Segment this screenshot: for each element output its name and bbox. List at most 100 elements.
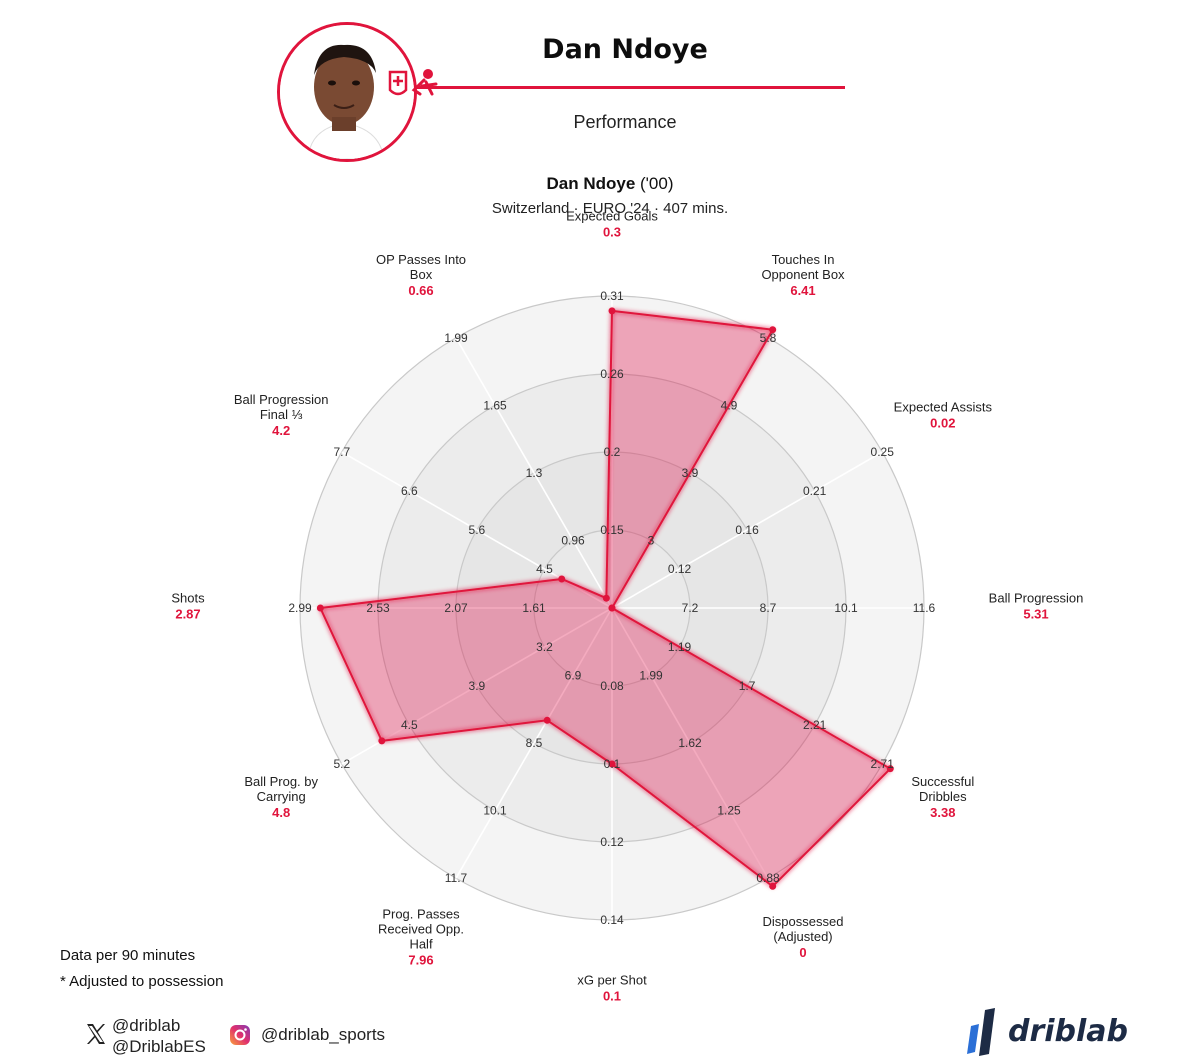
axis-label: Ball Progression	[989, 591, 1084, 606]
tick-label: 1.7	[739, 679, 756, 693]
axis-label: Shots	[171, 591, 205, 606]
driblab-logo-text: driblab	[1008, 1014, 1129, 1049]
axis-value: 0.1	[603, 989, 621, 1004]
axis-value: 3.38	[930, 805, 955, 820]
tick-label: 6.6	[401, 484, 418, 498]
header-divider	[417, 86, 845, 89]
axis-value: 0.66	[408, 283, 433, 298]
driblab-logo-icon	[967, 1008, 995, 1056]
axis-label: Prog. Passes	[382, 906, 460, 921]
tick-label: 1.19	[668, 640, 692, 654]
tick-label: 7.7	[333, 445, 350, 459]
radar-spoke	[611, 451, 883, 609]
axis-value: 4.2	[272, 423, 290, 438]
tick-label: 5.8	[760, 331, 777, 345]
instagram-icon[interactable]	[229, 1024, 251, 1046]
chart-title: Dan Ndoye ('00)	[380, 174, 840, 194]
tick-label: 0.12	[668, 562, 692, 576]
tick-label: 3.2	[536, 640, 553, 654]
radar-point-4	[886, 765, 894, 773]
axis-label: (Adjusted)	[773, 929, 832, 944]
axis-label: Dribbles	[919, 789, 967, 804]
axis-value: 6.41	[790, 283, 815, 298]
tick-label: 3.9	[682, 466, 699, 480]
page-subtitle: Performance	[573, 112, 677, 132]
radar-point-1	[769, 326, 777, 334]
axis-value: 7.96	[408, 952, 433, 967]
tick-label: 0.16	[735, 523, 759, 537]
tick-label: 1.61	[522, 601, 546, 615]
radar-point-7	[543, 716, 551, 724]
tick-label: 2.21	[803, 718, 827, 732]
tick-label: 8.5	[526, 736, 543, 750]
tick-label: 1.25	[717, 804, 741, 818]
radar-point-10	[558, 575, 566, 583]
radar-point-5	[769, 882, 777, 890]
tick-label: 0.2	[604, 445, 621, 459]
tick-label: 2.71	[871, 757, 895, 771]
instagram-handle[interactable]: @driblab_sports	[261, 1025, 386, 1044]
radar-point-8	[378, 737, 386, 745]
radar-point-0	[608, 307, 616, 315]
radar-spoke	[455, 337, 613, 609]
x-logo-icon[interactable]	[84, 1022, 108, 1046]
tick-label: 5.6	[469, 523, 486, 537]
tick-label: 0.1	[604, 757, 621, 771]
chart-title-name: Dan Ndoye	[546, 174, 636, 193]
radar-point-3	[608, 604, 616, 612]
tick-label: 1.65	[483, 398, 507, 412]
tick-label: 1.3	[526, 466, 543, 480]
axis-label: Half	[409, 936, 433, 951]
axis-label: Expected Goals	[566, 209, 658, 224]
tick-label: 2.07	[444, 601, 468, 615]
tick-label: 0.21	[803, 484, 827, 498]
axis-label: Box	[410, 267, 433, 282]
tick-label: 0.26	[600, 367, 624, 381]
axis-label: Ball Prog. by	[244, 774, 318, 789]
axis-value: 0.02	[930, 416, 955, 431]
axis-label: Dispossessed	[763, 914, 844, 929]
tick-label: 0.12	[600, 835, 624, 849]
axis-label: Opponent Box	[761, 267, 845, 282]
axis-label: xG per Shot	[577, 973, 647, 988]
axis-value: 4.8	[272, 805, 290, 820]
chart-context: Switzerland · EURO '24 · 407 mins.	[491, 200, 729, 217]
chart-title-year: ('00)	[640, 174, 674, 193]
axis-label: Ball Progression	[234, 392, 329, 407]
tick-label: 0.31	[600, 289, 624, 303]
tick-label: 0.88	[756, 871, 780, 885]
tick-label: 1.62	[678, 736, 702, 750]
axis-label: Received Opp.	[378, 921, 464, 936]
tick-label: 5.2	[333, 757, 350, 771]
tick-label: 4.5	[536, 562, 553, 576]
axis-label: Carrying	[257, 789, 306, 804]
radar-point-11	[602, 594, 610, 602]
axis-label: Final ⅓	[260, 407, 303, 422]
note-adjusted: * Adjusted to possession	[60, 973, 224, 990]
tick-label: 3.9	[469, 679, 486, 693]
radar-point-6	[608, 760, 616, 768]
tick-label: 10.1	[834, 601, 858, 615]
swiss-federation-crest-icon	[388, 69, 438, 96]
x-handle-driblabes[interactable]: @DriblabES	[112, 1037, 206, 1056]
axis-value: 0.3	[603, 225, 621, 240]
tick-label: 1.99	[639, 669, 663, 683]
x-handle-driblab[interactable]: @driblab	[112, 1016, 181, 1035]
axis-value: 0	[799, 945, 806, 960]
note-per90: Data per 90 minutes	[60, 947, 196, 964]
axis-value: 2.87	[175, 607, 200, 622]
tick-label: 10.1	[483, 804, 507, 818]
tick-label: 7.2	[682, 601, 699, 615]
axis-label: Expected Assists	[894, 400, 993, 415]
tick-label: 0.25	[871, 445, 895, 459]
